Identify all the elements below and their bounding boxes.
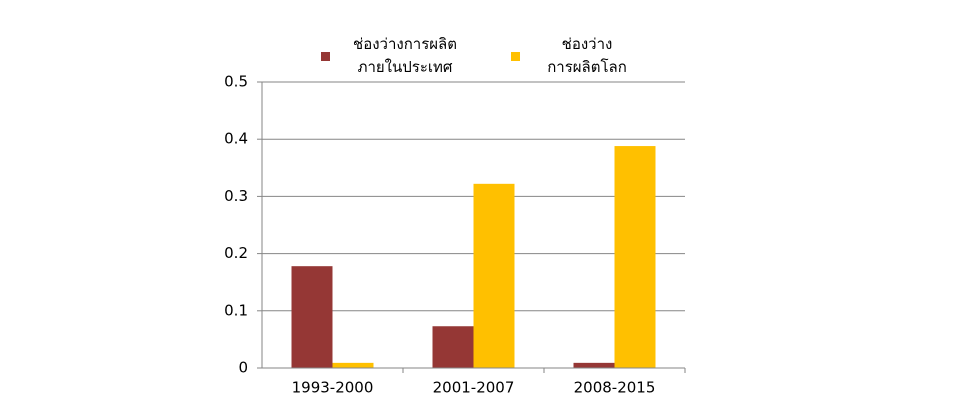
bar (573, 362, 615, 368)
bar (614, 146, 656, 368)
y-tick-label: 0.1 (224, 301, 248, 319)
legend-swatch (321, 52, 330, 61)
bar (473, 183, 515, 368)
x-tick-label: 2001-2007 (433, 379, 515, 397)
legend-label: ช่องว่างการผลิต ภายในประเทศ (353, 35, 457, 76)
bar (432, 326, 474, 368)
x-tick-label: 2008-2015 (574, 379, 656, 397)
y-tick-label: 0.3 (224, 187, 248, 205)
legend-label: ช่องว่าง การผลิตโลก (547, 35, 627, 76)
bar (291, 266, 333, 368)
y-tick-label: 0.4 (224, 130, 248, 148)
legend-swatch (511, 52, 520, 61)
y-tick-label: 0.5 (224, 73, 248, 91)
y-tick-label: 0 (238, 359, 248, 377)
x-tick-label: 1993-2000 (292, 379, 374, 397)
bar (332, 362, 374, 368)
y-tick-label: 0.2 (224, 244, 248, 262)
